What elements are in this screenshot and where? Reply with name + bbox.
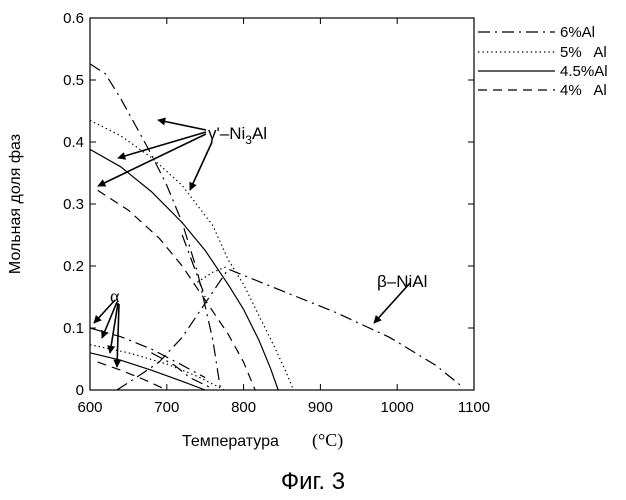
y-tick-label: 0.3 bbox=[63, 196, 84, 213]
y-tick-label: 0.1 bbox=[63, 320, 84, 337]
series-line-7 bbox=[90, 328, 205, 378]
annotation-arrow bbox=[117, 304, 119, 367]
plot-frame bbox=[90, 18, 474, 390]
axis-ticks: 600 700 800 900 1000 1100 0 0.1 0.2 0.3 0.4 0.5 0.6 bbox=[63, 10, 490, 416]
series-line-5 bbox=[194, 266, 229, 285]
alpha-label: α bbox=[110, 286, 120, 306]
legend: 6%Al 5% Al 4.5%Al 4% Al bbox=[478, 24, 608, 99]
series-line-2 bbox=[90, 149, 278, 390]
annotation-arrow bbox=[98, 134, 206, 186]
legend-label: 4.5%Al bbox=[560, 63, 608, 80]
annotation-arrow bbox=[158, 120, 206, 130]
x-tick-label: 900 bbox=[308, 399, 333, 416]
annotation-arrows bbox=[94, 120, 410, 367]
x-tick-label: 1000 bbox=[381, 399, 414, 416]
x-tick-label: 800 bbox=[231, 399, 256, 416]
series-line-11 bbox=[151, 353, 209, 387]
x-axis-label: Температура bbox=[182, 433, 279, 450]
y-tick-label: 0 bbox=[76, 382, 84, 399]
legend-label: 5% Al bbox=[560, 44, 607, 61]
phase-fraction-chart: 6007008009001000110000.10.20.30.40.50.6 … bbox=[0, 0, 626, 500]
annotation-arrow bbox=[118, 132, 206, 158]
y-tick-label: 0.4 bbox=[63, 134, 84, 151]
y-tick-label: 0.2 bbox=[63, 258, 84, 275]
beta-nial-label: β–NiAl bbox=[377, 272, 427, 291]
y-tick-label: 0.5 bbox=[63, 72, 84, 89]
y-tick-label: 0.6 bbox=[63, 10, 84, 27]
x-axis-unit: (°C) bbox=[312, 430, 343, 451]
gamma-prime-label: γ'–Ni3Al bbox=[208, 124, 267, 147]
figure-caption: Фиг. 3 bbox=[281, 468, 345, 495]
series-line-0 bbox=[90, 64, 221, 390]
y-axis-label: Мольная доля фаз bbox=[7, 134, 24, 274]
legend-label: 4% Al bbox=[560, 82, 607, 99]
series-line-6 bbox=[182, 235, 205, 297]
x-tick-label: 700 bbox=[154, 399, 179, 416]
series-line-9 bbox=[90, 353, 205, 390]
legend-label: 6%Al bbox=[560, 24, 595, 41]
x-tick-label: 1100 bbox=[458, 399, 490, 416]
series-layer bbox=[90, 64, 463, 390]
x-tick-label: 600 bbox=[77, 399, 102, 416]
annotation-arrow bbox=[190, 142, 212, 190]
series-line-10 bbox=[98, 362, 167, 390]
